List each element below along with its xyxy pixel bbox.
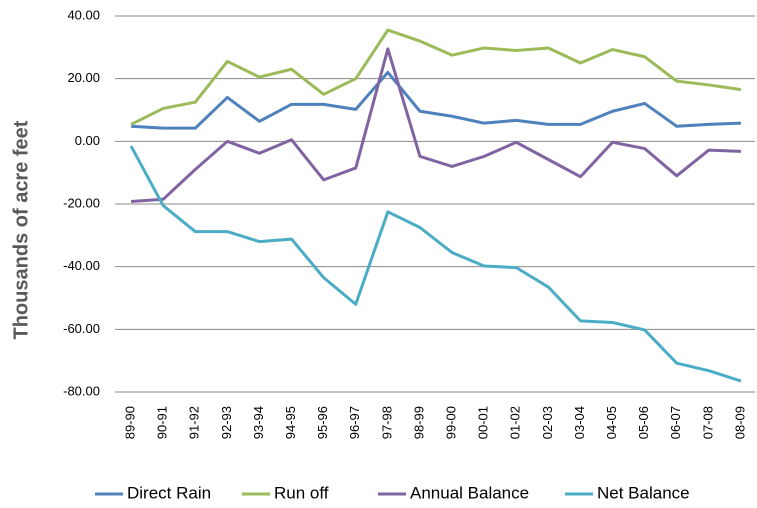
series-line xyxy=(129,145,742,383)
y-tick-label: 40.00 xyxy=(67,7,100,22)
y-axis-label: Thousands of acre feet xyxy=(10,120,32,339)
y-tick-label: -60.00 xyxy=(63,321,100,336)
x-tick-label: 96-97 xyxy=(347,406,362,439)
y-tick-label: 0.00 xyxy=(75,133,100,148)
x-tick-label: 08-09 xyxy=(732,406,747,439)
x-tick-label: 03-04 xyxy=(572,406,587,439)
series-line xyxy=(130,70,742,130)
x-tick-label: 93-94 xyxy=(251,406,266,439)
y-tick-label: -80.00 xyxy=(63,383,100,398)
x-tick-label: 92-93 xyxy=(219,406,234,439)
x-tick-label: 99-00 xyxy=(443,406,458,439)
x-tick-label: 07-08 xyxy=(700,406,715,439)
x-tick-label: 00-01 xyxy=(476,406,491,439)
series-line xyxy=(130,47,742,203)
x-tick-label: 90-91 xyxy=(155,406,170,439)
legend-label: Direct Rain xyxy=(127,483,211,502)
x-tick-label: 02-03 xyxy=(540,406,555,439)
y-tick-label: 20.00 xyxy=(67,70,100,85)
legend-label: Run off xyxy=(274,483,329,502)
x-tick-label: 91-92 xyxy=(187,406,202,439)
x-tick-label: 95-96 xyxy=(315,406,330,439)
x-tick-label: 97-98 xyxy=(379,406,394,439)
y-tick-label: -40.00 xyxy=(63,258,100,273)
y-tick-label: -20.00 xyxy=(63,195,100,210)
x-tick-label: 98-99 xyxy=(411,406,426,439)
x-tick-label: 06-07 xyxy=(668,406,683,439)
x-tick-label: 01-02 xyxy=(508,406,523,439)
series-line xyxy=(130,28,742,126)
x-tick-label: 05-06 xyxy=(636,406,651,439)
x-tick-label: 89-90 xyxy=(122,406,137,439)
legend-label: Annual Balance xyxy=(410,483,529,502)
x-tick-label: 94-95 xyxy=(283,406,298,439)
legend-label: Net Balance xyxy=(597,483,690,502)
x-tick-label: 04-05 xyxy=(604,406,619,439)
